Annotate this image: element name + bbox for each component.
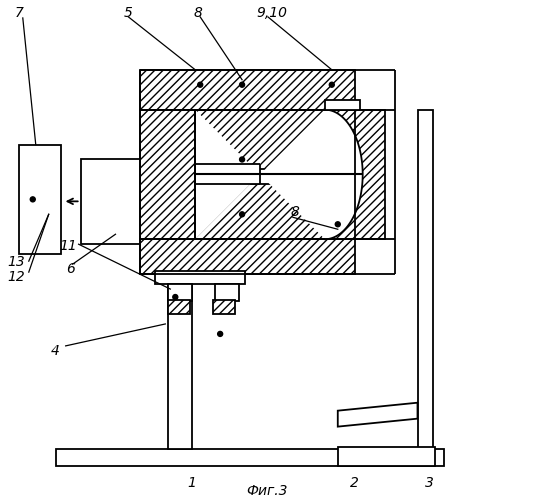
Bar xyxy=(168,210,192,448)
Circle shape xyxy=(329,82,334,87)
Text: 5: 5 xyxy=(124,6,133,20)
Bar xyxy=(325,100,360,110)
Text: 8: 8 xyxy=(290,206,300,220)
Bar xyxy=(56,448,444,466)
Bar xyxy=(140,239,355,274)
Bar xyxy=(168,300,190,314)
Circle shape xyxy=(198,82,203,87)
Text: 7: 7 xyxy=(14,6,23,20)
Circle shape xyxy=(335,222,340,227)
Polygon shape xyxy=(338,402,418,426)
Polygon shape xyxy=(195,110,363,239)
Circle shape xyxy=(218,332,223,336)
Circle shape xyxy=(30,197,35,202)
Circle shape xyxy=(240,82,245,87)
Bar xyxy=(418,110,434,448)
Text: 11: 11 xyxy=(60,239,77,253)
Bar xyxy=(325,110,384,239)
Circle shape xyxy=(240,212,245,217)
Bar xyxy=(338,446,435,466)
Text: Фиг.3: Фиг.3 xyxy=(246,484,288,498)
Text: 13: 13 xyxy=(7,255,25,269)
Text: 12: 12 xyxy=(7,270,25,284)
Bar xyxy=(155,271,245,284)
Text: 2: 2 xyxy=(350,476,359,490)
Bar xyxy=(168,284,192,301)
Circle shape xyxy=(240,157,245,162)
Text: 4: 4 xyxy=(51,344,60,358)
Bar xyxy=(81,160,175,244)
Bar xyxy=(140,110,195,239)
Bar xyxy=(195,110,325,170)
Text: 1: 1 xyxy=(188,476,197,490)
Bar xyxy=(195,164,260,184)
Bar xyxy=(19,144,61,254)
Text: 8: 8 xyxy=(194,6,203,20)
Text: 6: 6 xyxy=(66,262,75,276)
Text: 3: 3 xyxy=(425,476,434,490)
Bar xyxy=(195,184,325,239)
Text: 9,10: 9,10 xyxy=(256,6,287,20)
Bar xyxy=(213,300,235,314)
Bar xyxy=(215,284,239,301)
Circle shape xyxy=(173,294,178,300)
Bar xyxy=(140,70,355,110)
